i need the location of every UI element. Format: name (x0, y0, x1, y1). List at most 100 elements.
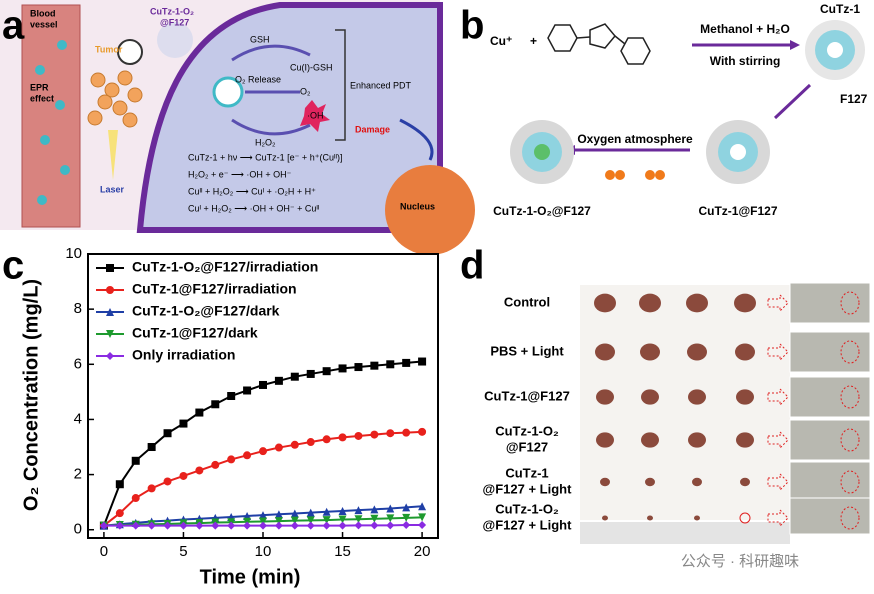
tumor (736, 432, 754, 448)
label: ·OH (307, 110, 324, 120)
label: CuTz-1@F127 (698, 204, 777, 218)
marker (402, 503, 411, 512)
ring (589, 23, 616, 49)
tumor (735, 343, 755, 361)
ruler (580, 522, 790, 544)
label: Cu(I)-GSH (290, 62, 333, 72)
row-label: @F127 (506, 439, 548, 454)
tumor-circle (840, 385, 860, 409)
marker (354, 506, 363, 515)
label: vessel (30, 19, 58, 29)
marker (259, 447, 267, 456)
mouse-photo (789, 419, 871, 461)
label: Damage (355, 124, 390, 134)
x-tick-label: 15 (334, 543, 351, 560)
label: O₂ (300, 86, 311, 96)
row-label: PBS + Light (490, 343, 564, 358)
marker (418, 427, 427, 436)
marker (147, 443, 156, 452)
marker (106, 308, 114, 316)
marker (370, 514, 379, 523)
marker (290, 440, 299, 449)
nanoparticle (212, 76, 244, 108)
marker (322, 507, 331, 516)
nanoparticle (510, 120, 574, 184)
marker (338, 521, 347, 530)
y-tick-label: 2 (74, 466, 82, 483)
tumor-circle (840, 340, 860, 364)
marker (259, 521, 267, 530)
marker (402, 521, 411, 530)
row-label: CuTz-1-O₂ (495, 501, 559, 516)
equation: H₂O₂ + e⁻ ⟶ ·OH + OH⁻ (188, 169, 292, 179)
tumor-circle (840, 291, 860, 315)
panel-letter: a (2, 4, 25, 48)
tumor (641, 389, 659, 405)
legend-label: CuTz-1@F127/irradiation (132, 281, 297, 297)
marker (418, 357, 427, 366)
marker (322, 521, 331, 530)
bracket (335, 29, 346, 141)
panel-letter: d (460, 244, 484, 288)
label: effect (30, 93, 54, 103)
marker (354, 363, 363, 372)
marker (227, 521, 236, 530)
marker (306, 521, 315, 530)
marker (163, 477, 172, 486)
label: Oxygen atmosphere (577, 132, 693, 146)
marker (306, 438, 315, 447)
row-label: CuTz-1@F127 (484, 388, 570, 403)
vessel (21, 4, 81, 228)
mouse-photo (789, 461, 871, 503)
row-label: Control (504, 294, 550, 309)
marker (386, 514, 395, 523)
marker (386, 429, 395, 438)
marker (106, 330, 114, 338)
arrow (767, 293, 789, 313)
row-label: CuTz-1-O₂ (495, 423, 559, 438)
tumor (595, 343, 615, 361)
arrow (767, 387, 789, 407)
marker (227, 392, 236, 400)
arrow (767, 430, 789, 450)
x-tick-label: 10 (255, 543, 272, 560)
marker (386, 504, 395, 513)
arrow (773, 83, 812, 120)
marker (163, 521, 172, 530)
marker (195, 466, 204, 475)
tumor (692, 477, 702, 487)
marker (354, 515, 363, 524)
marker (131, 456, 140, 465)
arrow (767, 342, 789, 362)
label: O₂ Release (235, 74, 281, 84)
legend-label: CuTz-1-O₂@F127/dark (132, 303, 280, 319)
tumor (641, 432, 659, 448)
row-label: @F127 + Light (483, 517, 573, 532)
marker (106, 352, 114, 360)
burst (300, 100, 330, 132)
x-tick-label: 5 (179, 543, 187, 560)
tumor-circle (840, 428, 860, 452)
marker (322, 516, 331, 525)
marker (115, 480, 124, 489)
label: @F127 (160, 17, 189, 27)
tumor (734, 293, 756, 313)
nucleus (385, 165, 475, 255)
marker (290, 509, 299, 518)
cell (136, 1, 443, 233)
arrowhead (790, 40, 800, 50)
marker (195, 521, 204, 530)
mouse-photo (789, 282, 871, 324)
marker (290, 516, 299, 525)
marker (179, 521, 188, 530)
marker (211, 460, 220, 469)
tumor (640, 343, 660, 361)
bond (576, 36, 591, 39)
legend-label: CuTz-1-O₂@F127/irradiation (132, 259, 318, 275)
marker (274, 521, 283, 530)
marker (338, 515, 347, 524)
marker (370, 505, 379, 514)
magnifier (117, 39, 143, 65)
marker (370, 361, 379, 370)
